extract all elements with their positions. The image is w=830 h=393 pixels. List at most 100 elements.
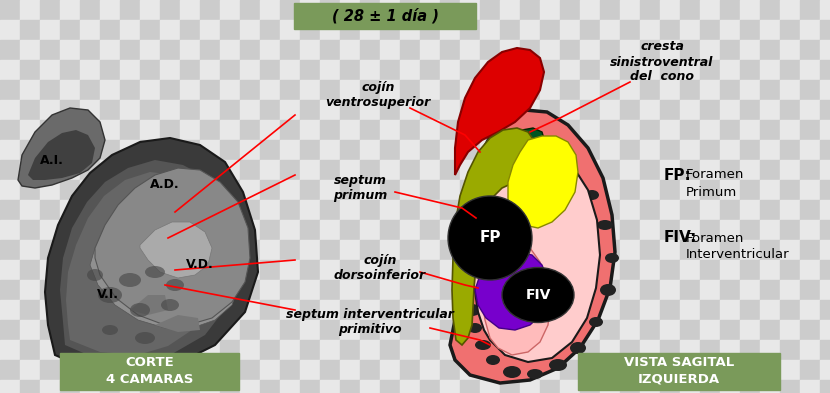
Bar <box>420 120 440 140</box>
Bar <box>480 380 500 393</box>
Bar <box>500 240 520 260</box>
Bar <box>300 340 320 360</box>
Bar <box>220 20 240 40</box>
Bar <box>580 140 600 160</box>
Bar <box>820 200 830 220</box>
Text: Primum: Primum <box>686 185 737 198</box>
Bar <box>240 20 260 40</box>
Bar <box>600 380 620 393</box>
Bar <box>500 0 520 20</box>
Bar <box>640 300 660 320</box>
Bar <box>220 120 240 140</box>
Bar <box>720 220 740 240</box>
Bar <box>20 240 40 260</box>
Bar <box>800 280 820 300</box>
Bar <box>780 260 800 280</box>
Bar <box>740 360 760 380</box>
Bar <box>700 220 720 240</box>
Bar <box>400 140 420 160</box>
Bar <box>160 280 180 300</box>
Bar <box>120 140 140 160</box>
Bar <box>820 40 830 60</box>
Bar <box>260 60 280 80</box>
Bar <box>700 120 720 140</box>
Bar <box>520 260 540 280</box>
Bar <box>540 80 560 100</box>
Bar <box>680 200 700 220</box>
Bar <box>60 180 80 200</box>
Bar <box>460 340 480 360</box>
Bar <box>120 380 140 393</box>
Bar <box>100 80 120 100</box>
Bar <box>400 240 420 260</box>
Bar <box>200 280 220 300</box>
Bar <box>820 120 830 140</box>
Bar <box>780 120 800 140</box>
Bar <box>140 160 160 180</box>
Bar <box>660 100 680 120</box>
Bar <box>440 240 460 260</box>
Bar <box>680 340 700 360</box>
Bar <box>520 360 540 380</box>
Bar <box>280 140 300 160</box>
Bar <box>560 260 580 280</box>
Bar <box>820 300 830 320</box>
Bar <box>660 300 680 320</box>
Bar <box>300 80 320 100</box>
Polygon shape <box>450 110 615 383</box>
Ellipse shape <box>161 299 179 311</box>
Bar <box>80 340 100 360</box>
Bar <box>320 0 340 20</box>
Bar <box>600 360 620 380</box>
Bar <box>320 300 340 320</box>
Bar <box>520 300 540 320</box>
Bar <box>320 120 340 140</box>
Bar <box>580 200 600 220</box>
Bar <box>300 380 320 393</box>
Bar <box>680 220 700 240</box>
Bar <box>660 120 680 140</box>
Bar <box>280 0 300 20</box>
Bar <box>700 380 720 393</box>
Bar <box>500 320 520 340</box>
Bar <box>620 300 640 320</box>
Bar <box>620 380 640 393</box>
Bar <box>420 180 440 200</box>
Bar <box>340 0 360 20</box>
Bar <box>600 300 620 320</box>
Bar <box>680 380 700 393</box>
Bar <box>260 200 280 220</box>
Bar <box>580 320 600 340</box>
Bar <box>0 220 20 240</box>
Bar <box>440 320 460 340</box>
Bar <box>640 260 660 280</box>
Bar <box>100 240 120 260</box>
Bar <box>560 120 580 140</box>
Bar <box>580 220 600 240</box>
Bar <box>720 260 740 280</box>
Bar <box>600 320 620 340</box>
Bar <box>540 340 560 360</box>
Bar <box>520 120 540 140</box>
Bar <box>120 0 140 20</box>
Bar <box>60 60 80 80</box>
Bar <box>60 300 80 320</box>
Bar <box>600 200 620 220</box>
Bar <box>800 360 820 380</box>
Bar <box>620 100 640 120</box>
Bar <box>380 40 400 60</box>
Bar <box>20 300 40 320</box>
Bar <box>720 320 740 340</box>
Bar <box>400 380 420 393</box>
Bar <box>440 200 460 220</box>
Bar <box>520 60 540 80</box>
Bar <box>240 340 260 360</box>
Bar <box>440 0 460 20</box>
Bar <box>240 100 260 120</box>
Bar <box>400 260 420 280</box>
Text: Interventricular: Interventricular <box>686 248 789 261</box>
Bar <box>800 40 820 60</box>
Bar <box>560 360 580 380</box>
Bar <box>20 120 40 140</box>
Bar <box>520 180 540 200</box>
